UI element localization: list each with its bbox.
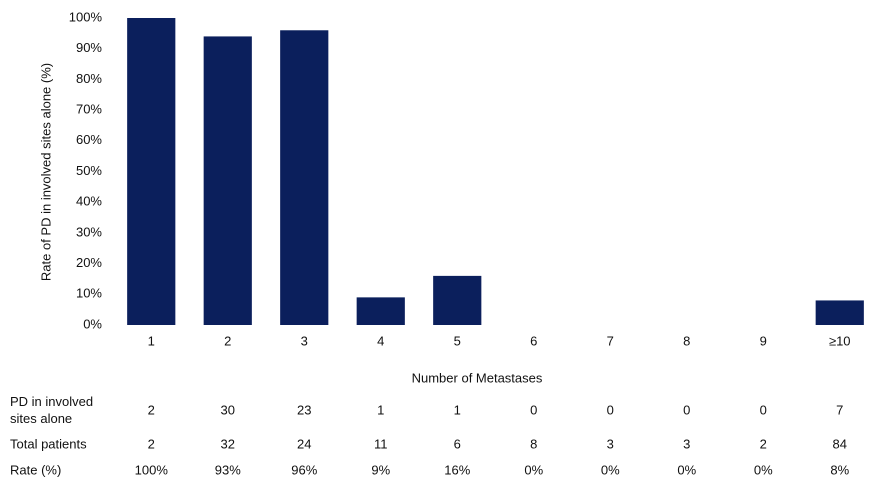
table-cell: 1 [453,402,461,418]
x-tick-label: 6 [530,333,537,348]
y-tick-label: 90% [76,40,102,55]
table-cell: 0 [683,402,691,418]
table-cell: 3 [606,436,614,452]
y-tick-label: 50% [76,163,102,178]
table-cell: 6 [453,436,461,452]
y-axis-title: Rate of PD in involved sites alone (%) [38,63,53,281]
y-tick-label: 60% [76,132,102,147]
chart: Rate of PD in involved sites alone (%) N… [38,9,864,385]
x-tick-label: 8 [683,333,690,348]
bar [203,36,252,326]
table-cell: 0% [600,462,620,478]
table-cell: 16% [444,462,471,478]
table-cell: 23 [297,402,312,418]
table-cell: 0% [677,462,697,478]
row-label: Total patients [10,436,87,452]
y-tick-label: 70% [76,102,102,117]
table-cell: 7 [836,402,844,418]
x-tick-label: 4 [377,333,384,348]
table-cell: 84 [832,436,847,452]
table-cell: 3 [683,436,691,452]
bar [433,275,482,325]
table-cell: 100% [134,462,168,478]
table-cell: 0% [524,462,544,478]
bar [356,297,405,325]
bar [280,30,329,326]
table-cell: 0 [530,402,538,418]
x-tick-label: 7 [607,333,614,348]
table-cell: 0% [753,462,773,478]
table-cell: 0 [606,402,614,418]
table-cell: 2 [147,402,155,418]
y-tick-label: 100% [69,9,103,24]
table-cell: 11 [374,436,388,452]
row-label: Rate (%) [10,462,62,478]
table-cell: 30 [220,402,235,418]
table-cell: 8 [530,436,538,452]
table-cell: 93% [214,462,241,478]
table-cell: 9% [371,462,391,478]
y-tick-label: 10% [76,286,102,301]
table-cell: 96% [291,462,318,478]
table-cell: 2 [759,436,767,452]
y-tick-label: 0% [83,316,102,331]
x-tick-label: 3 [301,333,308,348]
row-label: PD in involved sites alone [10,394,94,426]
y-tick-label: 80% [76,71,102,86]
table-cell: 1 [377,402,385,418]
table-cell: 32 [220,436,235,452]
y-tick-label: 30% [76,224,102,239]
x-tick-label: 1 [148,333,155,348]
x-tick-label: 9 [760,333,767,348]
table-cell: 24 [297,436,312,452]
table-cell: 8% [830,462,850,478]
bar [815,300,864,325]
x-tick-label: 5 [454,333,461,348]
bar [127,18,176,325]
y-tick-label: 40% [76,194,102,209]
x-tick-label: 2 [224,333,231,348]
table-cell: 2 [147,436,155,452]
x-axis-title: Number of Metastases [412,370,543,385]
x-tick-label: ≥10 [829,333,851,348]
table-cell: 0 [759,402,767,418]
y-tick-label: 20% [76,255,102,270]
